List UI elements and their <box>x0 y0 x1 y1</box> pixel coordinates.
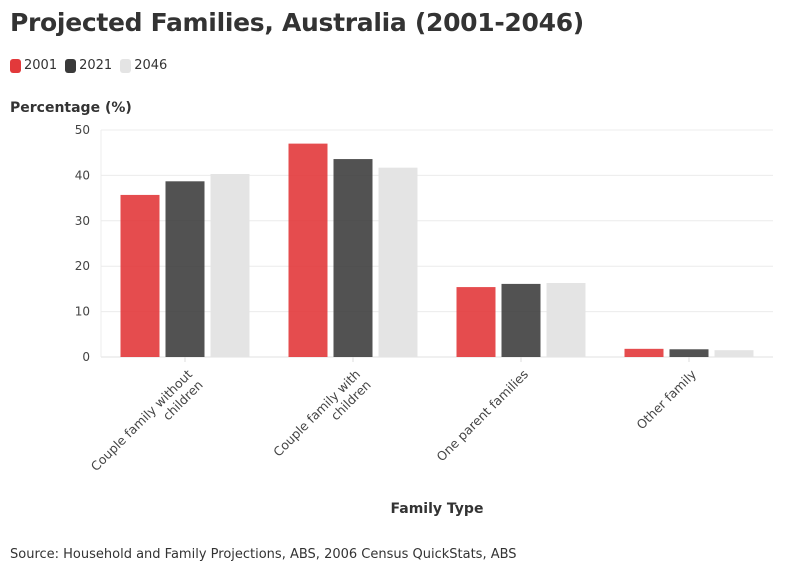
y-tick-label: 30 <box>75 214 90 228</box>
bar-2046[interactable] <box>546 282 586 357</box>
x-tick-label: Other family <box>633 366 699 432</box>
x-tick-label: Couple family withchildren <box>270 367 374 471</box>
legend: 2001 2021 2046 <box>10 58 167 73</box>
y-axis-label: Percentage (%) <box>10 100 132 116</box>
y-tick-label: 40 <box>75 168 90 182</box>
bar-2021[interactable] <box>501 283 541 357</box>
bar-2021[interactable] <box>333 159 373 357</box>
bar-2001[interactable] <box>624 348 664 357</box>
bar-2046[interactable] <box>210 174 250 357</box>
bar-2001[interactable] <box>120 194 160 357</box>
legend-item-2001[interactable]: 2001 <box>10 58 57 73</box>
legend-swatch <box>120 58 132 73</box>
chart-title: Projected Families, Australia (2001-2046… <box>10 8 584 37</box>
x-tick-label: Couple family withoutchildren <box>88 366 206 484</box>
bar-2021[interactable] <box>165 181 205 357</box>
bar-2001[interactable] <box>456 287 496 357</box>
bar-2021[interactable] <box>669 349 709 357</box>
legend-swatch <box>10 58 21 73</box>
y-tick-label: 50 <box>75 123 90 137</box>
legend-label: 2001 <box>24 58 58 73</box>
x-axis-label: Family Type <box>390 501 484 517</box>
legend-item-2021[interactable]: 2021 <box>65 58 112 73</box>
y-tick-label: 10 <box>75 305 90 319</box>
bar-2046[interactable] <box>378 167 418 357</box>
legend-label: 2021 <box>79 58 113 73</box>
legend-label: 2046 <box>134 58 168 73</box>
legend-item-2046[interactable]: 2046 <box>120 58 167 73</box>
bar-2001[interactable] <box>288 143 328 357</box>
source-note: Source: Household and Family Projections… <box>10 547 517 562</box>
y-tick-label: 20 <box>75 259 90 273</box>
y-tick-label: 0 <box>82 350 90 364</box>
legend-swatch <box>65 58 77 73</box>
x-tick-label: One parent families <box>433 367 531 465</box>
bar-2046[interactable] <box>714 350 754 357</box>
